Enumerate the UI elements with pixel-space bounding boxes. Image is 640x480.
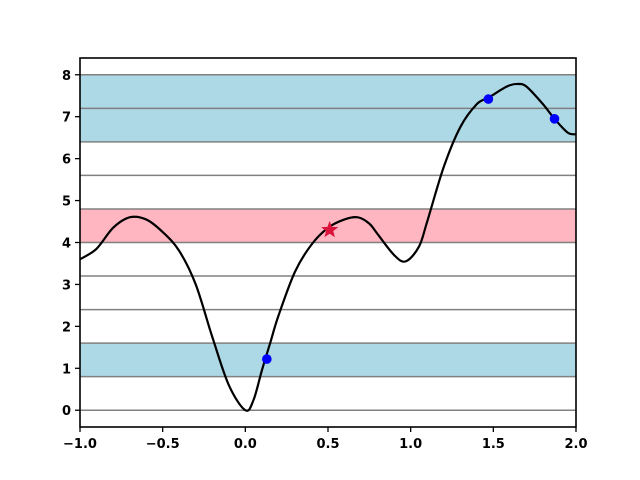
y-tick-label-1: 1	[62, 362, 71, 377]
x-axis-ticks: −1.0 −0.5 0.0 0.5 1.0 1.5 2.0	[63, 427, 588, 452]
x-tick-label-6: 2.0	[564, 437, 587, 452]
y-tick-label-7: 7	[62, 111, 71, 126]
x-tick-label-3: 0.5	[316, 437, 339, 452]
x-tick-label-2: 0.0	[234, 437, 257, 452]
y-tick-label-4: 4	[62, 237, 71, 252]
x-tick-label-0: −1.0	[63, 437, 97, 452]
marker-star-3	[321, 220, 339, 238]
y-tick-label-8: 8	[62, 69, 71, 84]
series-layer	[79, 82, 577, 412]
y-tick-label-3: 3	[62, 278, 71, 293]
y-tick-label-5: 5	[62, 195, 71, 210]
marker-point-0	[262, 354, 272, 364]
band-0	[80, 343, 576, 377]
horizontal-lines-layer	[80, 74, 576, 411]
marker-point-1	[483, 94, 494, 104]
x-tick-label-4: 1.0	[399, 437, 422, 452]
y-tick-label-0: 0	[62, 404, 71, 419]
y-tick-label-2: 2	[62, 320, 71, 335]
y-tick-label-6: 6	[62, 153, 71, 168]
series-line-0	[79, 82, 577, 412]
y-axis-ticks: 0 1 2 3 4 5 6 7 8	[62, 69, 80, 419]
markers-layer	[262, 94, 560, 364]
x-tick-label-5: 1.5	[482, 437, 505, 452]
x-tick-label-1: −0.5	[146, 437, 180, 452]
marker-point-2	[549, 114, 560, 124]
